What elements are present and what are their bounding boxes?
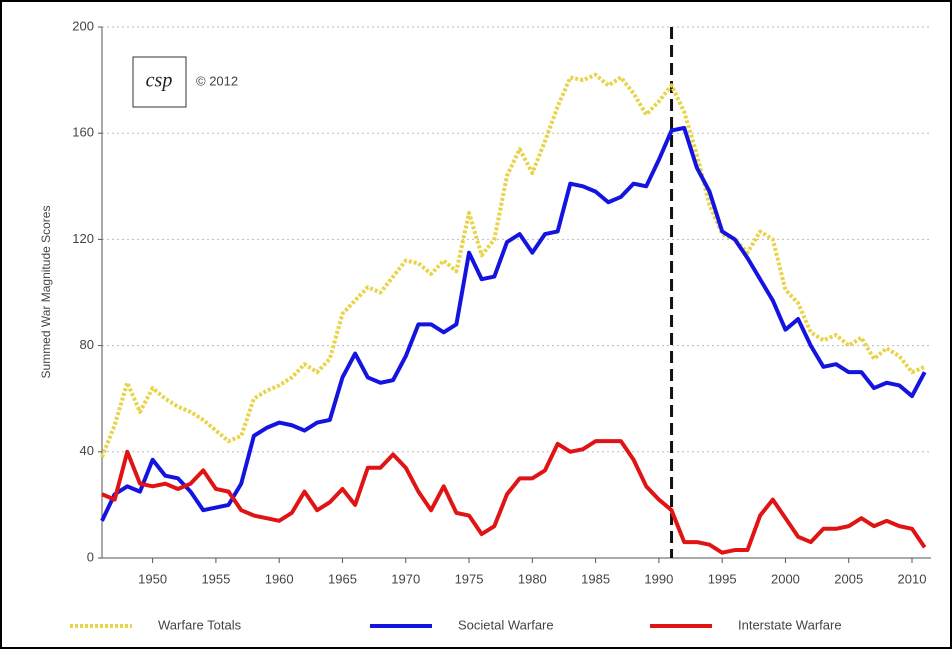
y-tick-label: 120 [72,231,94,246]
x-tick-label: 2005 [834,571,863,586]
series-line [101,439,927,555]
x-tick-label: 1970 [391,571,420,586]
legend-label: Warfare Totals [158,617,242,632]
series-line [100,125,927,522]
y-tick-label: 200 [72,18,94,33]
y-axis-label: Summed War Magnitude Scores [39,206,53,379]
y-tick-label: 40 [80,443,94,458]
series-line [100,72,926,458]
x-tick-label: 1950 [138,571,167,586]
x-tick-label: 2000 [771,571,800,586]
x-tick-label: 1990 [644,571,673,586]
logo-box [132,56,187,108]
y-tick-label: 80 [80,337,94,352]
y-tick-label: 160 [72,125,94,140]
annotation: © 2012 [196,73,238,88]
x-tick-label: 1965 [328,571,357,586]
x-tick-label: 1985 [581,571,610,586]
logo: csp [146,70,173,92]
legend-label: Societal Warfare [458,617,554,632]
x-tick-label: 1960 [265,571,294,586]
x-tick-label: 1955 [201,571,230,586]
x-tick-label: 1980 [518,571,547,586]
y-tick-label: 0 [87,549,94,564]
x-tick-label: 2010 [898,571,927,586]
x-tick-label: 1995 [708,571,737,586]
legend-label: Interstate Warfare [738,617,842,632]
x-tick-label: 1975 [455,571,484,586]
